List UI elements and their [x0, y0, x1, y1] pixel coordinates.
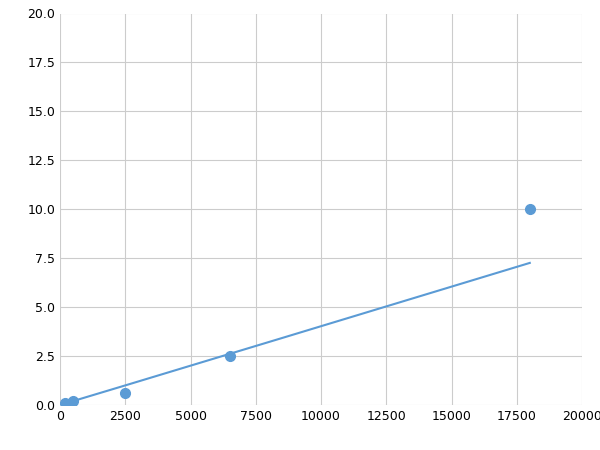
Point [68, 397, 78, 405]
Point [525, 206, 535, 213]
Point [225, 352, 235, 360]
Point [61, 400, 70, 407]
Point [121, 390, 130, 397]
